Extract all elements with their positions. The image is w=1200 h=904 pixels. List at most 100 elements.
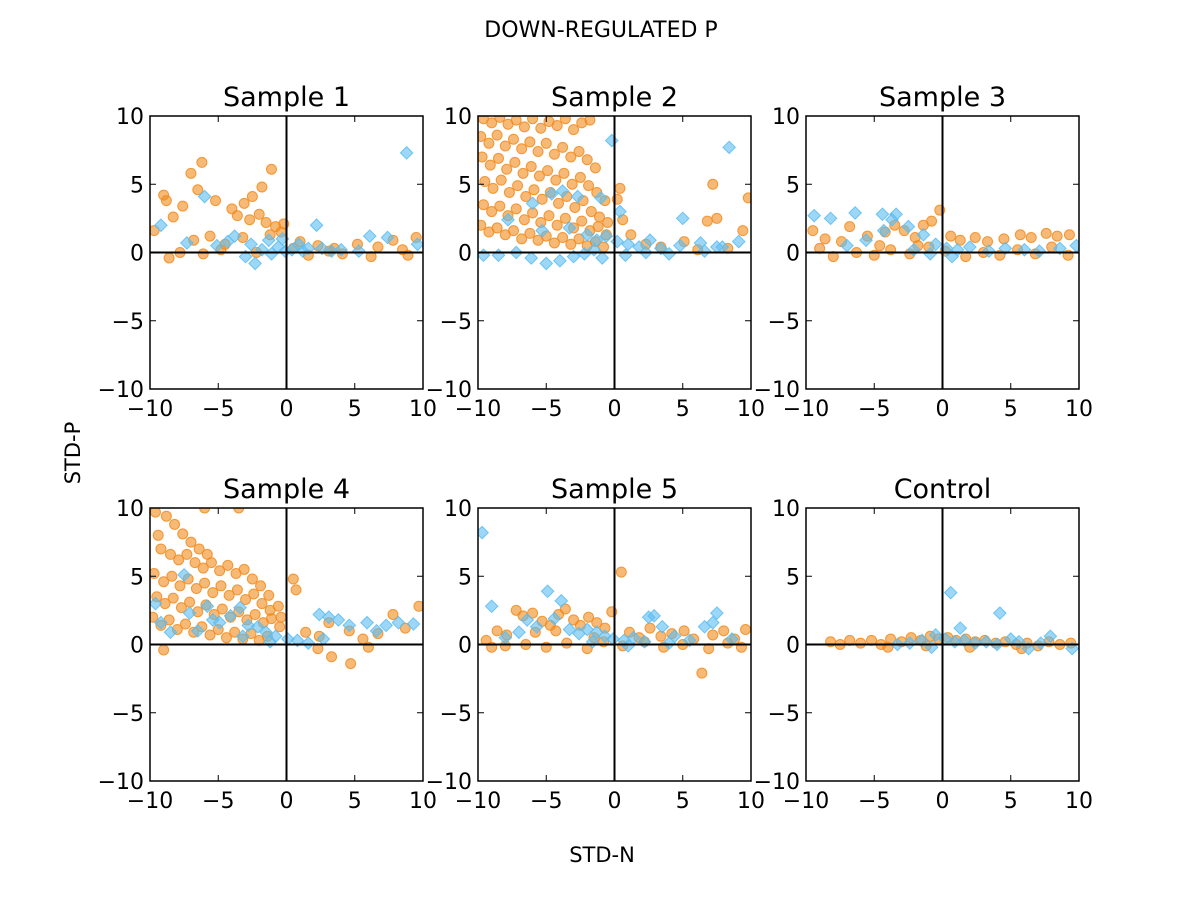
data-point [238, 197, 250, 209]
subplot-title: Sample 2 [551, 82, 678, 113]
data-point [235, 629, 250, 644]
x-tick-label: 10 [737, 397, 765, 422]
data-point [244, 237, 258, 252]
data-point [197, 562, 209, 574]
data-point [484, 599, 499, 614]
data-point [351, 244, 366, 259]
data-point [1051, 230, 1063, 242]
series-2 [154, 145, 423, 271]
data-point [391, 615, 406, 630]
data-point [585, 206, 597, 218]
data-point [169, 518, 181, 530]
x-tick-label: −10 [455, 397, 501, 422]
data-point [163, 252, 175, 264]
data-point [190, 623, 205, 638]
data-point [573, 233, 585, 245]
data-point [740, 623, 751, 635]
data-point [215, 580, 227, 592]
data-point [263, 589, 275, 601]
x-tick-label: 5 [348, 789, 362, 814]
data-point [682, 633, 697, 648]
data-point [410, 237, 423, 252]
data-point [954, 234, 966, 246]
data-point [238, 563, 250, 575]
data-point [532, 145, 544, 157]
x-tick-label: 0 [608, 789, 622, 814]
series-1 [150, 508, 423, 670]
data-point [214, 565, 226, 577]
data-point [926, 215, 938, 227]
data-point [1052, 241, 1067, 256]
data-point [705, 615, 720, 630]
x-tick-label: 0 [608, 397, 622, 422]
subplot-3: −10 −5 0 5 10 −10 −5 0 5 10 Sample 3 [754, 82, 1093, 422]
data-point [491, 222, 503, 234]
y-tick-label: 5 [458, 173, 472, 198]
data-point [550, 174, 562, 186]
x-tick-label: −10 [455, 789, 501, 814]
y-tick-label: 5 [458, 565, 472, 590]
y-tick-label: −5 [112, 702, 144, 727]
data-point [261, 233, 276, 248]
data-point [379, 618, 394, 633]
data-point [641, 610, 656, 625]
data-point [177, 200, 189, 212]
data-point [654, 241, 668, 256]
subplot-6: −10 −5 0 5 10 −10 −5 0 5 10 Control [754, 474, 1093, 814]
data-point [287, 573, 299, 585]
y-tick-label: 10 [444, 497, 472, 522]
data-point [540, 137, 552, 149]
data-point [525, 196, 540, 211]
data-point [204, 629, 216, 641]
figure-title: DOWN-REGULATED P [484, 18, 717, 43]
data-point [584, 116, 596, 126]
data-point [722, 140, 737, 155]
data-point [807, 225, 819, 237]
data-point [177, 528, 189, 540]
y-tick-label: −10 [98, 770, 144, 795]
y-tick-label: 0 [786, 242, 800, 267]
data-point [998, 233, 1010, 245]
data-point [231, 584, 243, 596]
data-point [179, 618, 191, 630]
data-point [380, 230, 395, 245]
data-point [223, 589, 235, 601]
data-point [559, 603, 571, 615]
data-point [916, 227, 931, 242]
data-point [501, 163, 513, 175]
data-point [372, 241, 384, 253]
data-point [164, 548, 176, 560]
data-point [199, 508, 211, 514]
data-point [548, 148, 560, 160]
data-point [1040, 227, 1052, 239]
data-point [399, 622, 411, 634]
x-tick-label: 0 [280, 789, 294, 814]
data-point [210, 195, 222, 207]
data-point [543, 210, 555, 222]
data-point [220, 234, 235, 249]
y-tick-label: −10 [754, 770, 800, 795]
x-tick-label: 5 [676, 397, 690, 422]
data-point [222, 559, 234, 571]
y-tick-label: 5 [130, 173, 144, 198]
data-point [625, 229, 637, 241]
data-point [478, 219, 487, 231]
data-point [205, 557, 217, 569]
data-point [1063, 229, 1075, 241]
data-point [559, 212, 571, 224]
data-point [570, 189, 585, 204]
x-tick-label: 10 [737, 789, 765, 814]
data-point [928, 237, 943, 252]
data-point [678, 625, 690, 637]
data-point [874, 240, 886, 252]
scatter-points [825, 585, 1079, 656]
data-point [576, 215, 588, 227]
data-point [491, 129, 503, 141]
y-axis-label: STD-P [61, 422, 85, 485]
data-point [241, 618, 256, 633]
data-point [494, 116, 506, 123]
data-point [581, 154, 593, 166]
y-tick-label: 0 [130, 242, 144, 267]
data-point [524, 227, 536, 239]
